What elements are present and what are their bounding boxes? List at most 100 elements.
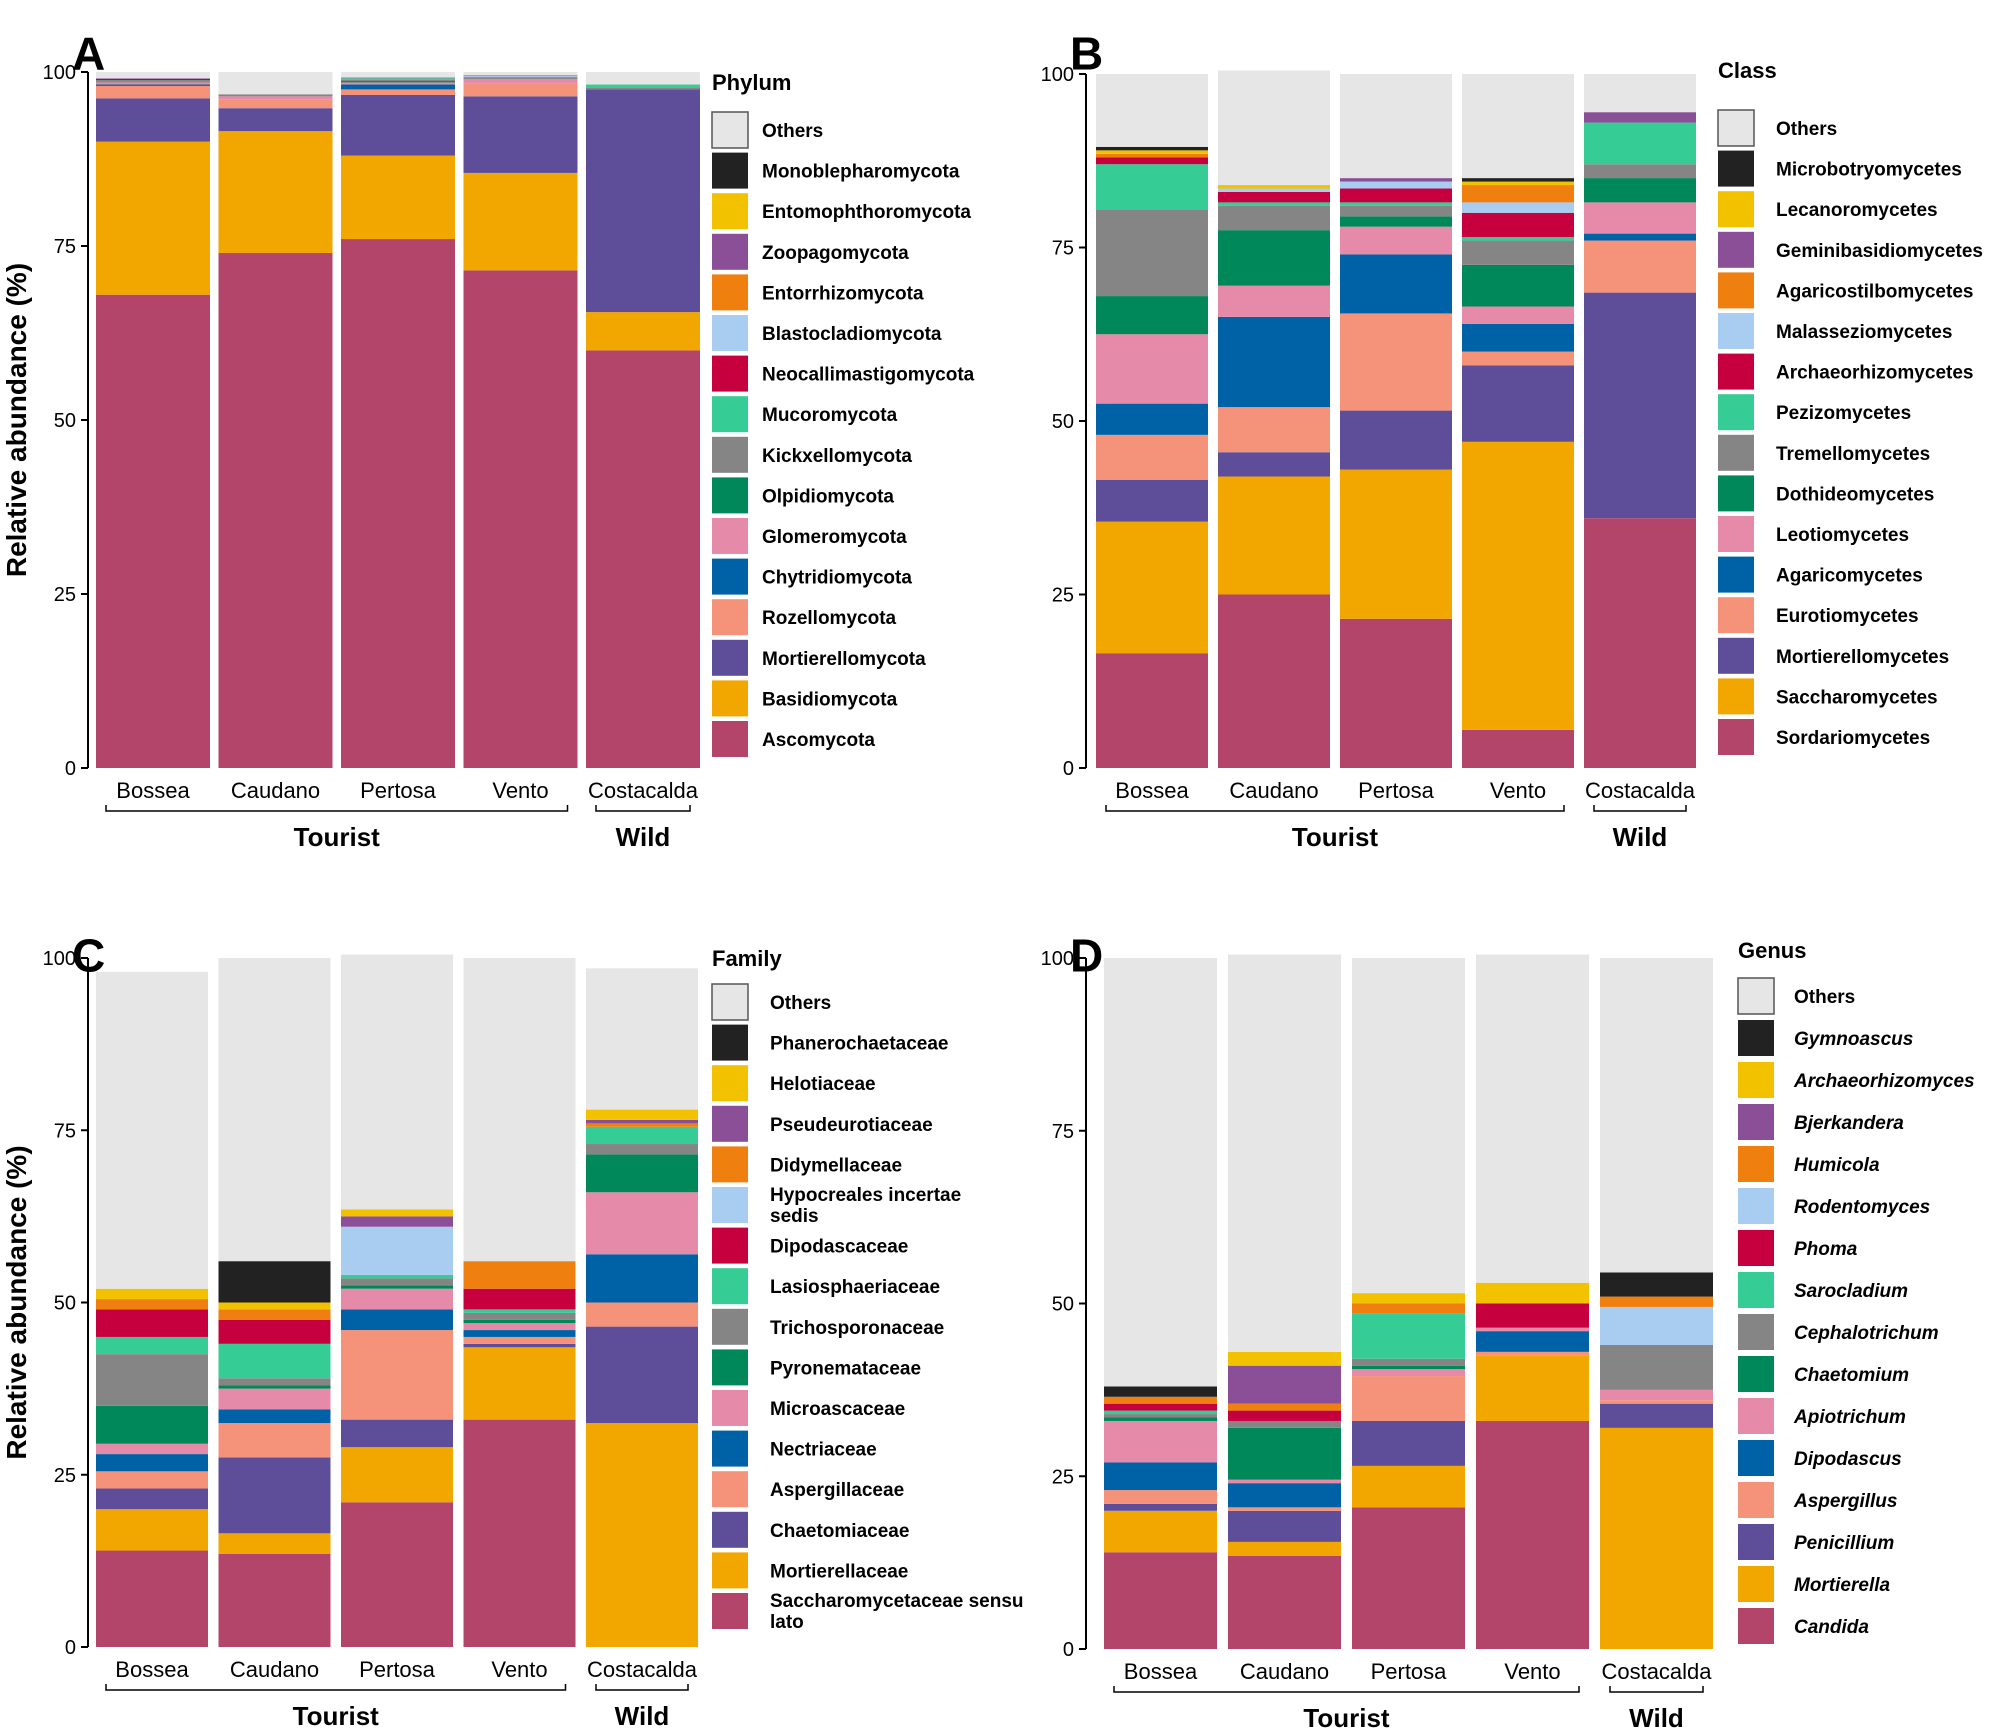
panel-b-legend-swatch-geminibasidiomycetes	[1718, 231, 1754, 268]
panel-c-segment-costacalda-pseudeurotiaceae	[586, 1119, 698, 1124]
panel-a-legend-swatch-zoopagomycota	[712, 233, 748, 270]
panel-a-label: A	[72, 28, 105, 80]
panel-d-bar-vento	[1476, 954, 1589, 1649]
panel-c-segment-pertosa-pseudeurotiaceae	[341, 1216, 453, 1227]
panel-c-x-label-vento: Vento	[491, 1657, 547, 1682]
panel-d-legend-item-bjerkandera: Bjerkandera	[1738, 1104, 1904, 1140]
panel-b-legend-swatch-eurotiomycetes	[1718, 597, 1754, 634]
panel-b-legend-swatch-pezizomycetes	[1718, 394, 1754, 431]
panel-b-segment-caudano-tremellomycetes	[1218, 205, 1330, 231]
panel-d-segment-caudano-aspergillus	[1228, 1507, 1341, 1511]
panel-b-segment-vento-others	[1462, 74, 1574, 179]
panel-c-legend-item-didymellaceae: Didymellaceae	[712, 1146, 902, 1183]
panel-d-legend-label-others: Others	[1794, 987, 1855, 1008]
panel-d-legend-label-mortierella: Mortierella	[1794, 1575, 1891, 1596]
panel-b-segment-pertosa-tremellomycetes	[1340, 205, 1452, 217]
panel-a-bar-caudano	[218, 72, 333, 768]
panel-c-segment-costacalda-aspergillaceae	[586, 1302, 698, 1327]
panel-d-legend-item-penicillium: Penicillium	[1738, 1524, 1894, 1560]
panel-a-segment-pertosa-mortierellomycota	[341, 94, 455, 156]
panel-a-bar-costacalda	[586, 72, 700, 768]
panel-b-legend-item-tremellomycetes: Tremellomycetes	[1718, 434, 1930, 471]
panel-a-x-label-vento: Vento	[492, 778, 548, 803]
panel-d-segment-costacalda-aspergillus	[1600, 1400, 1713, 1404]
panel-b-segment-vento-sordariomycetes	[1462, 729, 1574, 768]
panel-d-legend-label-rodentomyces: Rodentomyces	[1794, 1197, 1930, 1218]
panel-d-segment-pertosa-humicola	[1352, 1303, 1465, 1314]
panel-d-segment-costacalda-cephalotrichum	[1600, 1344, 1713, 1390]
panel-c-legend-label-trichosporonaceae: Trichosporonaceae	[770, 1318, 944, 1339]
panel-b-legend-swatch-lecanoromycetes	[1718, 191, 1754, 228]
panel-c-segment-costacalda-nectriaceae	[586, 1254, 698, 1303]
panel-b-segment-caudano-leotiomycetes	[1218, 285, 1330, 317]
panel-d-segment-caudano-apiotrichum	[1228, 1479, 1341, 1484]
panel-c-segment-caudano-chaetomiaceae	[218, 1457, 331, 1534]
panel-c-legend-item-mortierellaceae: Mortierellaceae	[712, 1552, 908, 1589]
panel-c-segment-costacalda-helotiaceae	[586, 1109, 698, 1120]
panel-d-segment-pertosa-cephalotrichum	[1352, 1358, 1465, 1366]
panel-d-segment-costacalda-rodentomyces	[1600, 1306, 1713, 1345]
panel-d-legend-label-bjerkandera: Bjerkandera	[1794, 1113, 1904, 1134]
panel-c-legend-swatch-didymellaceae	[712, 1146, 748, 1183]
panel-a-legend-label-kickxellomycota: Kickxellomycota	[762, 446, 912, 467]
panel-a-legend-label-chytridiomycota: Chytridiomycota	[762, 568, 912, 589]
panel-d-segment-bossea-aspergillus	[1104, 1490, 1217, 1504]
panel-a-segment-pertosa-chytridiomycota	[341, 84, 455, 90]
panel-a-bar-pertosa	[341, 72, 455, 769]
panel-b-legend-item-sordariomycetes: Sordariomycetes	[1718, 719, 1930, 755]
panel-c-segment-vento-mortierellaceae	[463, 1347, 576, 1420]
panel-b-segment-pertosa-sordariomycetes	[1340, 618, 1452, 768]
panel-a-legend-swatch-ascomycota	[712, 721, 748, 757]
panel-d-legend-swatch-mortierella	[1738, 1566, 1774, 1602]
panel-b-segment-bossea-sordariomycetes	[1096, 653, 1208, 768]
panel-c-bar-costacalda	[586, 968, 698, 1647]
panel-a-bar-vento	[463, 72, 578, 768]
panel-b-legend-swatch-archaeorhizomycetes	[1718, 353, 1754, 390]
panel-d-segment-vento-dipodascus	[1476, 1331, 1589, 1352]
panel-d-segment-costacalda-penicillium	[1600, 1403, 1713, 1428]
panel-a-segment-costacalda-kickxellomycota	[586, 88, 700, 90]
panel-b-legend-swatch-agaricostilbomycetes	[1718, 272, 1754, 309]
panel-b-segment-pertosa-malasseziomycetes	[1340, 181, 1452, 189]
panel-b-segment-vento-pezizomycetes	[1462, 237, 1574, 241]
panel-d-legend-item-phoma: Phoma	[1738, 1230, 1858, 1266]
panel-a-segment-costacalda-basidiomycota	[586, 312, 700, 351]
panel-b-segment-costacalda-tremellomycetes	[1584, 164, 1696, 179]
panel-c-x-label-costacalda: Costacalda	[587, 1657, 698, 1682]
panel-a-segment-vento-zoopagomycota	[463, 75, 578, 77]
panel-d-legend-item-candida: Candida	[1738, 1608, 1869, 1644]
panel-a-legend-item-rozellomycota: Rozellomycota	[712, 599, 897, 636]
panel-d-legend-item-gymnoascus: Gymnoascus	[1738, 1020, 1913, 1056]
panel-a-legend-label-zoopagomycota: Zoopagomycota	[762, 243, 909, 264]
panel-d-legend-label-archaeorhizomyces: Archaeorhizomyces	[1793, 1071, 1975, 1092]
panel-d-legend-swatch-apiotrichum	[1738, 1398, 1774, 1434]
panel-c-legend-item-pseudeurotiaceae: Pseudeurotiaceae	[712, 1105, 933, 1142]
panel-a-y-tick-label-100: 100	[43, 62, 76, 84]
panel-b-segment-bossea-saccharomycetes	[1096, 521, 1208, 654]
panel-b-legend-swatch-agaricomycetes	[1718, 556, 1754, 593]
panel-c-segment-costacalda-chaetomiaceae	[586, 1326, 698, 1424]
panel-a-legend-swatch-entomophthoromycota	[712, 193, 748, 230]
panel-d-bar-caudano	[1228, 954, 1341, 1649]
panel-c-y-tick-label-25: 25	[54, 1465, 76, 1487]
panel-c-segment-pertosa-pyronemataceae	[341, 1285, 453, 1289]
panel-b-legend-item-microbotryomycetes: Microbotryomycetes	[1718, 150, 1962, 187]
panel-b-segment-caudano-pezizomycetes	[1218, 202, 1330, 206]
panel-d-legend-swatch-penicillium	[1738, 1524, 1774, 1560]
panel-c-segment-vento-trichosporonaceae	[463, 1312, 576, 1320]
panel-b-segment-caudano-archaeorhizomycetes	[1218, 191, 1330, 203]
panel-d-x-label-bossea: Bossea	[1124, 1659, 1198, 1684]
panel-b-bar-caudano	[1218, 70, 1330, 768]
panel-b-segment-bossea-microbotryomycetes	[1096, 146, 1208, 151]
panel-d-legend-label-humicola: Humicola	[1794, 1155, 1880, 1176]
panel-c-segment-costacalda-mortierellaceae	[586, 1423, 698, 1647]
panel-c-legend-label-dipodascaceae: Dipodascaceae	[770, 1237, 908, 1258]
panel-b-y-tick-label-75: 75	[1052, 238, 1074, 260]
panel-d-segment-bossea-penicillium	[1104, 1503, 1217, 1511]
panel-d-segment-bossea-candida	[1104, 1552, 1217, 1649]
panel-c-legend-label-saccharomycetaceae-sensu-lato: Saccharomycetaceae sensu lato	[770, 1591, 1024, 1633]
panel-c-legend-label-chaetomiaceae: Chaetomiaceae	[770, 1521, 909, 1542]
panel-a-legend-item-kickxellomycota: Kickxellomycota	[712, 436, 912, 473]
panel-b-segment-caudano-malasseziomycetes	[1218, 188, 1330, 192]
panel-c-segment-bossea-microascaceae	[96, 1443, 208, 1455]
